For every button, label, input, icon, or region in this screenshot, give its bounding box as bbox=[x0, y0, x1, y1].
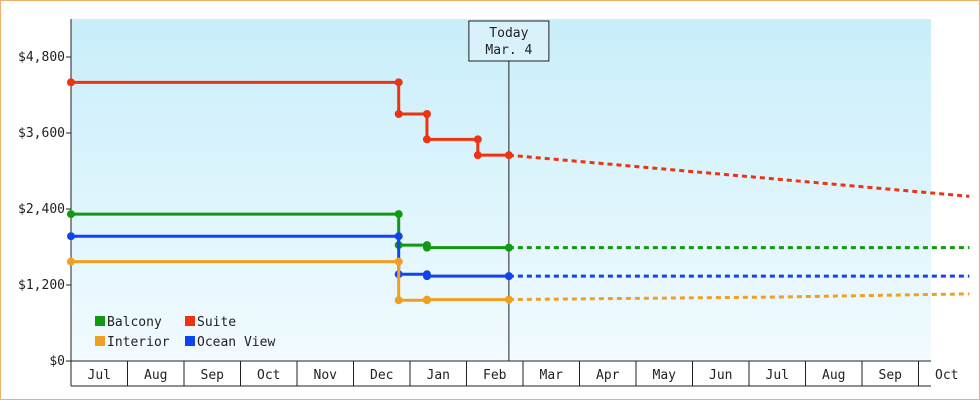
month-label: Mar bbox=[540, 368, 564, 383]
month-label: Feb bbox=[483, 368, 507, 383]
data-point bbox=[394, 296, 403, 305]
data-point bbox=[394, 232, 403, 241]
data-point bbox=[473, 135, 482, 144]
data-point bbox=[394, 257, 403, 266]
x-axis: Jul Aug Sep Oct Nov Dec Jan Feb Mar Apr May Jun Jul A… bbox=[70, 360, 958, 387]
month-label: Oct bbox=[257, 368, 280, 383]
series-suite bbox=[67, 78, 970, 198]
legend-swatch bbox=[95, 316, 105, 326]
y-tick-label: $3,600 bbox=[18, 126, 65, 141]
data-point bbox=[422, 135, 431, 144]
forecast-line bbox=[508, 292, 970, 302]
legend-label: Ocean View bbox=[197, 335, 275, 350]
series-line bbox=[71, 234, 509, 278]
today-date: Mar. 4 bbox=[485, 43, 532, 58]
series-layer bbox=[67, 78, 970, 305]
legend-swatch bbox=[185, 316, 195, 326]
month-label: Aug bbox=[144, 368, 167, 383]
legend-label: Suite bbox=[197, 315, 236, 330]
y-tick-label: $2,400 bbox=[18, 202, 65, 217]
data-point bbox=[394, 78, 403, 87]
month-label: Sep bbox=[201, 368, 225, 383]
series-interior bbox=[67, 257, 970, 305]
legend-swatch bbox=[95, 336, 105, 346]
y-axis: $0 $1,200 $2,400 $3,600 $4,800 bbox=[18, 19, 72, 369]
month-label: Jun bbox=[709, 368, 732, 383]
month-label: Oct bbox=[935, 368, 958, 383]
legend-label: Balcony bbox=[107, 315, 162, 330]
legend-swatch bbox=[185, 336, 195, 346]
month-label: Sep bbox=[879, 368, 903, 383]
month-label: Dec bbox=[370, 368, 393, 383]
series-ocean-view bbox=[67, 232, 970, 281]
data-point bbox=[67, 257, 75, 266]
data-point bbox=[504, 272, 513, 281]
data-point bbox=[422, 110, 431, 118]
month-label: Apr bbox=[596, 368, 620, 383]
y-tick-label: $0 bbox=[49, 354, 65, 369]
data-point bbox=[67, 78, 75, 87]
month-label: Jul bbox=[88, 368, 111, 383]
y-tick-label: $1,200 bbox=[18, 278, 65, 293]
data-point bbox=[67, 210, 75, 219]
data-point bbox=[473, 151, 482, 160]
series-balcony bbox=[67, 210, 970, 252]
data-point bbox=[504, 243, 513, 252]
month-label: Jul bbox=[766, 368, 789, 383]
month-label: Aug bbox=[822, 368, 845, 383]
data-point bbox=[67, 232, 75, 241]
data-point bbox=[504, 151, 513, 160]
plot-area bbox=[71, 19, 931, 361]
month-label: Jan bbox=[427, 368, 450, 383]
today-label: Today bbox=[489, 26, 528, 41]
data-point bbox=[394, 110, 403, 118]
today-box bbox=[468, 20, 550, 62]
data-point bbox=[504, 295, 513, 304]
data-point bbox=[394, 210, 403, 219]
month-label: May bbox=[653, 368, 677, 383]
y-tick-label: $4,800 bbox=[18, 50, 65, 65]
series-line bbox=[71, 260, 509, 302]
today-marker: Today Mar. 4 bbox=[468, 20, 550, 361]
legend: Balcony Suite Interior Ocean View bbox=[95, 315, 275, 350]
data-point bbox=[422, 295, 431, 304]
data-point bbox=[422, 243, 431, 252]
legend-label: Interior bbox=[107, 335, 170, 350]
month-label: Nov bbox=[314, 368, 338, 383]
data-point bbox=[422, 272, 431, 281]
series-line bbox=[71, 212, 509, 250]
